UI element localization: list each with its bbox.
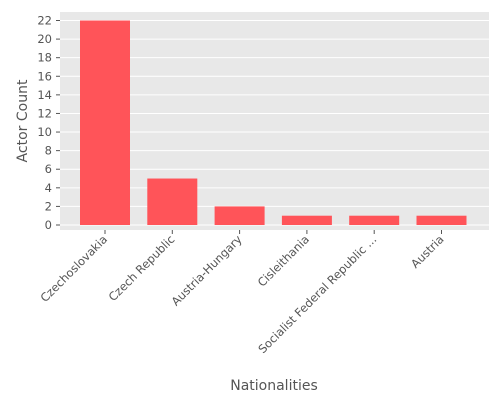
bar xyxy=(281,215,332,225)
y-tick-label: 22 xyxy=(37,14,52,28)
x-tick-label: Socialist Federal Republic ... xyxy=(255,232,379,356)
y-tick-label: 10 xyxy=(37,125,52,139)
y-tick-label: 18 xyxy=(37,51,52,65)
x-tick-label: Cisleithania xyxy=(255,232,312,289)
y-tick-label: 8 xyxy=(45,144,52,158)
y-tick-label: 0 xyxy=(45,218,52,232)
x-tick-label: Czechoslovakia xyxy=(37,232,110,305)
grid-lines xyxy=(60,20,489,226)
bar xyxy=(147,178,198,225)
x-tick-label: Austria xyxy=(408,232,447,271)
bar xyxy=(80,20,130,225)
x-axis-title: Nationalities xyxy=(230,378,318,394)
bar xyxy=(214,206,265,225)
y-tick-label: 14 xyxy=(37,88,52,102)
y-tick-label: 12 xyxy=(37,106,52,120)
y-tick-label: 16 xyxy=(37,69,52,83)
bars xyxy=(80,20,467,225)
y-tick-label: 20 xyxy=(37,32,52,46)
y-tick-label: 2 xyxy=(45,199,52,213)
bar xyxy=(349,215,400,225)
y-tick-label: 4 xyxy=(45,181,52,195)
x-tick-label: Austria-Hungary xyxy=(168,232,244,308)
x-tick-label: Czech Republic xyxy=(106,232,178,304)
plot-area xyxy=(60,12,489,230)
y-axis-ticks: 0 2 4 6 8 10 12 14 16 18 20 22 xyxy=(37,14,60,232)
bar xyxy=(416,215,467,225)
y-axis-title: Actor Count xyxy=(15,79,31,162)
y-tick-label: 6 xyxy=(45,162,52,176)
